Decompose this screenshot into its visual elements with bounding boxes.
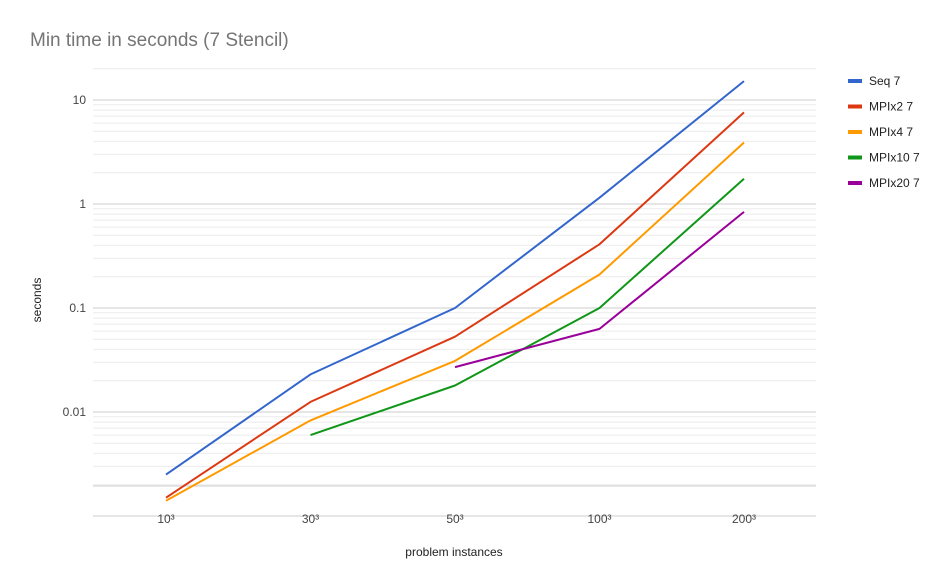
legend-swatch	[848, 155, 862, 160]
legend-swatch	[848, 104, 862, 109]
chart-title: Min time in seconds (7 Stencil)	[30, 30, 289, 51]
y-tick-label: 0.1	[69, 301, 86, 315]
series-lines	[165, 80, 745, 502]
series-line	[454, 211, 745, 369]
series-line	[165, 141, 745, 502]
y-tick-label: 1	[79, 197, 86, 211]
series-line	[310, 177, 745, 437]
legend: Seq 7 MPIx2 7 MPIx4 7 MPIx10 7 MPIx20 7	[848, 74, 920, 190]
legend-label: Seq 7	[869, 74, 901, 88]
legend-swatch	[848, 130, 862, 134]
x-tick-label: 30³	[302, 512, 319, 526]
legend-swatch	[848, 181, 862, 185]
legend-label: MPIx4 7	[869, 125, 913, 139]
y-axis-title: seconds	[30, 278, 44, 323]
y-axis-ticks: 0.01 0.1 1 10	[63, 93, 87, 419]
x-tick-label: 10³	[157, 512, 174, 526]
x-tick-label: 100³	[587, 512, 611, 526]
x-tick-label: 200³	[732, 512, 756, 526]
y-tick-label: 10	[73, 93, 87, 107]
series-line	[165, 80, 745, 476]
grid	[93, 68, 816, 517]
legend-label: MPIx20 7	[869, 176, 920, 190]
legend-label: MPIx2 7	[869, 100, 913, 114]
x-tick-label: 50³	[446, 512, 463, 526]
legend-swatch	[848, 79, 862, 83]
series-line	[165, 111, 745, 499]
y-tick-label: 0.01	[63, 405, 87, 419]
legend-label: MPIx10 7	[869, 151, 920, 165]
x-axis-ticks: 10³ 30³ 50³ 100³ 200³	[157, 512, 756, 526]
x-axis-title: problem instances	[405, 545, 502, 559]
